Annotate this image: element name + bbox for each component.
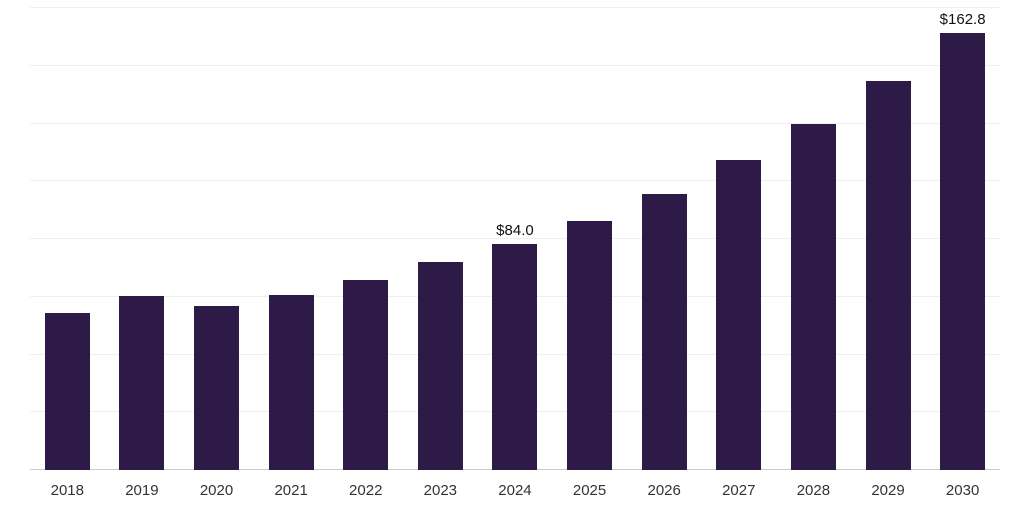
bar-2022 [343, 280, 389, 470]
x-axis-label: 2029 [871, 482, 905, 499]
bar-2018 [44, 312, 90, 470]
bar-column: $84.0 [478, 8, 553, 470]
bar-column [851, 8, 926, 470]
x-axis-label: 2020 [199, 482, 234, 499]
bar-2025 [567, 221, 613, 470]
bar-column [403, 8, 478, 470]
bar-2024: $84.0 [492, 222, 538, 470]
bar-column: $162.8 [925, 8, 1000, 470]
plot-area: $84.0 $162.8 [30, 7, 1000, 470]
bar-2019 [119, 296, 165, 470]
x-axis-label: 2023 [423, 482, 458, 499]
x-axis-label: 2019 [125, 482, 159, 499]
bar-2030: $162.8 [940, 11, 986, 470]
gridline [30, 64, 1000, 66]
bar-2021 [268, 294, 314, 470]
bar-column [328, 8, 403, 470]
x-axis-label: 2027 [722, 482, 756, 499]
bar-column [105, 8, 180, 470]
x-axis-label: 2026 [647, 482, 681, 499]
x-axis-label: 2030 [945, 482, 980, 499]
bar-2026 [641, 194, 687, 470]
bar-value-label: $84.0 [496, 222, 534, 240]
bar-2023 [417, 262, 463, 470]
bar-column [552, 8, 627, 470]
bar-2028 [790, 124, 836, 470]
bar-column [30, 8, 105, 470]
gridline [30, 7, 1000, 8]
x-axis-label: 2028 [796, 482, 831, 499]
gridline [30, 122, 1000, 124]
gridline [30, 180, 1000, 182]
bar-column [627, 8, 702, 470]
x-axis-label: 2022 [349, 482, 383, 499]
bar-2020 [194, 306, 240, 470]
x-axis-labels: 2018 2019 2020 2021 2022 2023 2024 2025 2026 2027… [30, 470, 1000, 499]
x-axis-label: 2025 [572, 482, 607, 499]
bar-2029 [865, 80, 911, 470]
bar-column [179, 8, 254, 470]
bar-column [776, 8, 851, 470]
x-axis-label: 2021 [274, 482, 308, 499]
x-axis-label: 2024 [498, 482, 532, 499]
bar-column [701, 8, 776, 470]
bar-2027 [716, 160, 762, 470]
bar-value-label: $162.8 [939, 10, 986, 28]
bars: $84.0 $162.8 [30, 8, 1000, 470]
x-axis-label: 2018 [50, 482, 84, 499]
bar-column [254, 8, 329, 470]
gridline [30, 238, 1000, 239]
